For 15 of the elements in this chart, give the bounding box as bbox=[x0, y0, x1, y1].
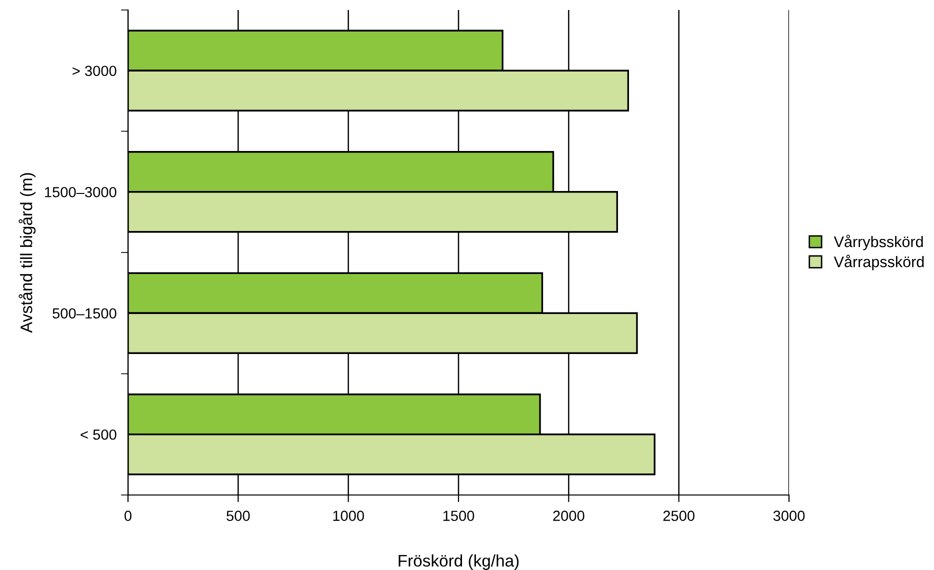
x-tick-label: 2000 bbox=[553, 510, 584, 521]
legend-label: Vårrapsskörd bbox=[834, 254, 924, 270]
y-tick-label: > 3000 bbox=[72, 66, 116, 76]
x-tick-label: 1500 bbox=[443, 510, 474, 521]
x-axis-title: Fröskörd (kg/ha) bbox=[398, 554, 519, 570]
y-axis-title: Avstånd till bigård (m) bbox=[18, 173, 36, 333]
legend-label: Vårrybsskörd bbox=[834, 234, 923, 250]
y-tick-label: < 500 bbox=[80, 429, 116, 440]
x-tick-label: 2500 bbox=[663, 510, 694, 521]
x-tick-label: 0 bbox=[124, 510, 132, 521]
x-tick-label: 3000 bbox=[773, 510, 805, 521]
x-tick-label: 500 bbox=[226, 510, 250, 521]
x-tick-label: 1000 bbox=[333, 510, 364, 521]
y-tick-label: 1500–3000 bbox=[45, 186, 116, 198]
y-tick-label: 500–1500 bbox=[52, 308, 116, 319]
